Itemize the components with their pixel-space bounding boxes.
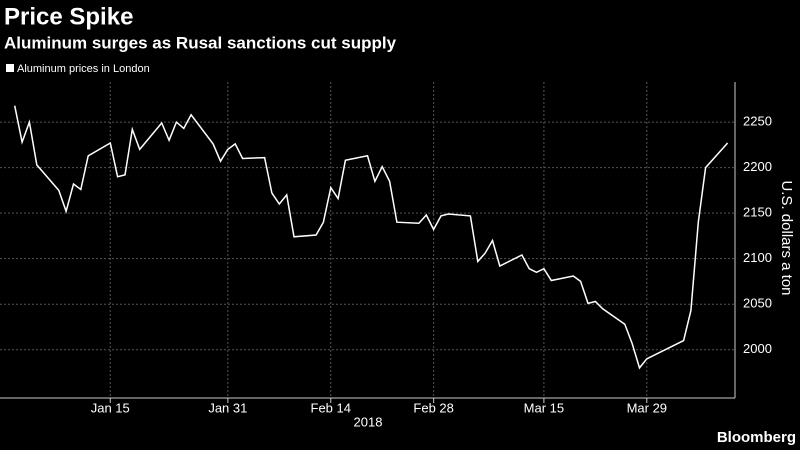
legend-label: Aluminum prices in London	[17, 63, 150, 75]
credit: Bloomberg	[717, 429, 796, 446]
y-tick-label: 2150	[743, 205, 772, 220]
chart-subtitle: Aluminum surges as Rusal sanctions cut s…	[4, 33, 397, 52]
x-tick-label: Mar 29	[627, 400, 667, 415]
legend-swatch	[6, 64, 14, 72]
x-tick-label: Feb 14	[311, 400, 351, 415]
chart-title: Price Spike	[4, 3, 133, 30]
y-tick-label: 2200	[743, 159, 772, 174]
y-tick-label: 2250	[743, 114, 772, 129]
y-axis-label: U.S. dollars a ton	[778, 180, 795, 295]
price-line	[13, 105, 729, 370]
y-tick-label: 2100	[743, 250, 772, 265]
y-tick-label: 2050	[743, 296, 772, 311]
x-tick-label: Jan 31	[208, 400, 247, 415]
y-tick-label: 2000	[743, 341, 772, 356]
x-tick-label: Mar 15	[524, 400, 564, 415]
x-tick-label: Feb 28	[413, 400, 453, 415]
x-axis-label: 2018	[354, 414, 383, 429]
x-tick-label: Jan 15	[91, 400, 130, 415]
